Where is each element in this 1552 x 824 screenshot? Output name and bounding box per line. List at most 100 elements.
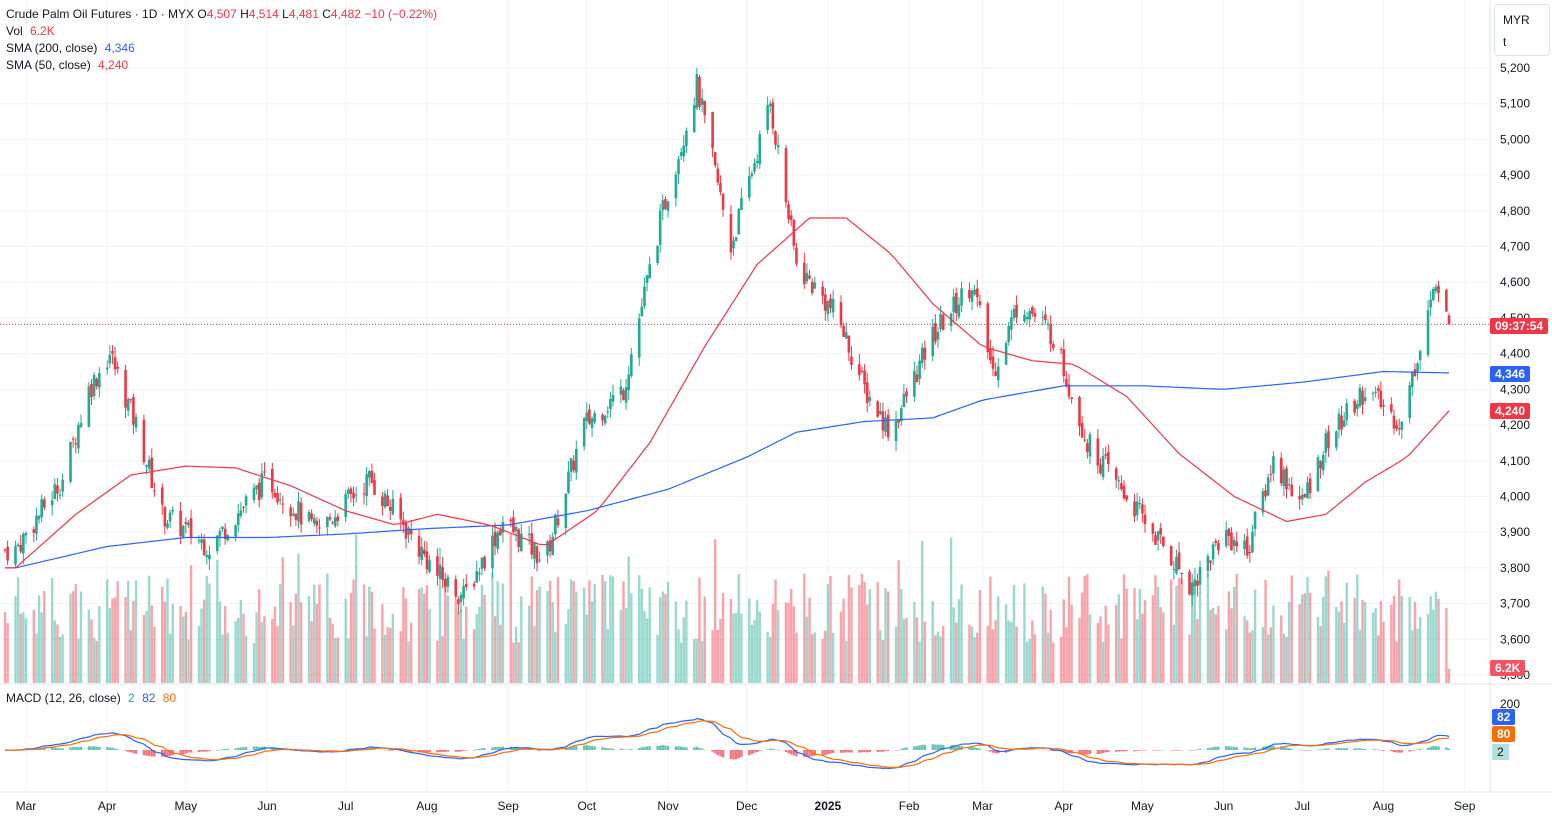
candle-body <box>732 240 735 249</box>
volume-bar <box>716 629 720 683</box>
macd-histogram-bar <box>1392 750 1396 753</box>
volume-bar <box>399 631 402 683</box>
candle-body <box>1447 315 1451 325</box>
candle-body <box>124 369 127 408</box>
macd-histogram-bar <box>1099 750 1102 754</box>
candle-body <box>1125 495 1128 500</box>
macd-histogram-bar <box>106 747 109 750</box>
candle-body <box>1224 530 1228 547</box>
candle-body <box>936 331 940 340</box>
macd-histogram-bar <box>1143 750 1147 751</box>
macd-histogram-bar <box>808 750 811 757</box>
volume-bar <box>986 625 989 683</box>
volume-bar <box>700 641 704 683</box>
volume-bar <box>514 626 518 683</box>
candle-body <box>307 512 311 521</box>
macd-histogram-bar <box>1206 748 1210 750</box>
price-tick-label: 4,000 <box>1500 489 1530 503</box>
volume-bar <box>1371 612 1375 683</box>
volume-bar <box>884 588 887 683</box>
volume-bar <box>582 587 586 683</box>
macd-histogram-bar <box>420 750 423 753</box>
volume-bar <box>997 596 1000 683</box>
time-tick-label: Feb <box>899 799 920 813</box>
volume-bar <box>184 612 188 683</box>
candle-body <box>1337 413 1341 430</box>
candle-body <box>294 513 298 520</box>
macd-histogram-bar <box>40 748 43 750</box>
macd-histogram-bar <box>208 750 211 752</box>
macd-histogram-bar <box>1379 750 1383 751</box>
macd-histogram-bar <box>74 747 77 750</box>
candle-body <box>1321 454 1325 471</box>
volume-bar <box>43 590 46 683</box>
candle-body <box>22 533 25 554</box>
volume-bar <box>881 639 885 683</box>
macd-histogram-bar <box>643 746 646 750</box>
candle-body <box>1083 439 1087 441</box>
macd-histogram-bar <box>1049 750 1052 751</box>
macd-histogram-bar <box>737 750 740 759</box>
macd-histogram-bar <box>1447 748 1451 750</box>
unit-selector[interactable]: MYR t <box>1494 4 1550 56</box>
candle-body <box>952 296 955 313</box>
sma50-value: 4,240 <box>98 58 129 72</box>
macd-histogram-bar <box>884 750 887 752</box>
volume-bar <box>1154 575 1157 683</box>
candle-body <box>863 370 866 385</box>
volume-bar <box>1086 574 1089 683</box>
volume-bar <box>1374 608 1377 683</box>
candle-body <box>643 286 646 307</box>
candle-body <box>894 420 898 442</box>
macd-histogram-bar <box>601 747 604 750</box>
macd-histogram-bar <box>79 746 83 750</box>
volume-bar <box>1033 634 1037 683</box>
macd-histogram-bar <box>1175 750 1178 751</box>
candle-body <box>679 152 683 156</box>
macd-histogram-bar <box>454 750 457 752</box>
volume-bar <box>32 610 36 683</box>
candle-body <box>236 513 240 526</box>
volume-bar <box>441 636 444 683</box>
macd-histogram-bar <box>936 744 940 750</box>
candle-body <box>1371 392 1375 394</box>
macd-histogram-bar <box>1377 749 1380 751</box>
macd-histogram-bar <box>1324 748 1328 750</box>
macd-histogram-bar <box>973 747 976 750</box>
candle-body <box>1418 351 1422 361</box>
candle-body <box>326 516 329 528</box>
candle-body <box>1264 490 1267 497</box>
candle-body <box>1025 317 1029 320</box>
candle-body <box>1114 468 1118 480</box>
volume-bar <box>370 591 374 683</box>
macd-histogram-bar <box>1298 749 1301 751</box>
macd-histogram-bar <box>1272 745 1275 750</box>
time-tick-label: Apr <box>98 799 117 813</box>
macd-histogram-bar <box>116 749 119 750</box>
volume-bar <box>554 632 557 683</box>
candle-body <box>970 290 974 302</box>
volume-bar <box>71 591 75 683</box>
volume-bar <box>1413 601 1417 683</box>
macd-histogram-bar <box>1227 746 1231 750</box>
candle-body <box>939 314 942 330</box>
volume-bar <box>677 629 680 683</box>
volume-bar <box>1141 613 1144 683</box>
currency-label[interactable]: MYR <box>1503 13 1530 27</box>
candle-body <box>931 326 935 357</box>
macd-histogram-bar <box>1196 749 1199 751</box>
volume-bar <box>1104 605 1107 683</box>
candle-body <box>1279 457 1283 484</box>
sma50-legend: SMA (50, close) 4,240 <box>6 57 128 73</box>
unit-label[interactable]: t <box>1503 35 1507 49</box>
macd-histogram-bar <box>847 750 851 753</box>
candle-body <box>1400 421 1404 430</box>
candle-body <box>239 510 243 516</box>
volume-bar <box>1198 591 1202 683</box>
candle-body <box>876 401 879 417</box>
volume-bar <box>900 588 903 683</box>
time-tick-label: Mar <box>972 799 993 813</box>
candle-body <box>567 471 570 493</box>
macd-histogram-bar <box>1211 747 1215 750</box>
